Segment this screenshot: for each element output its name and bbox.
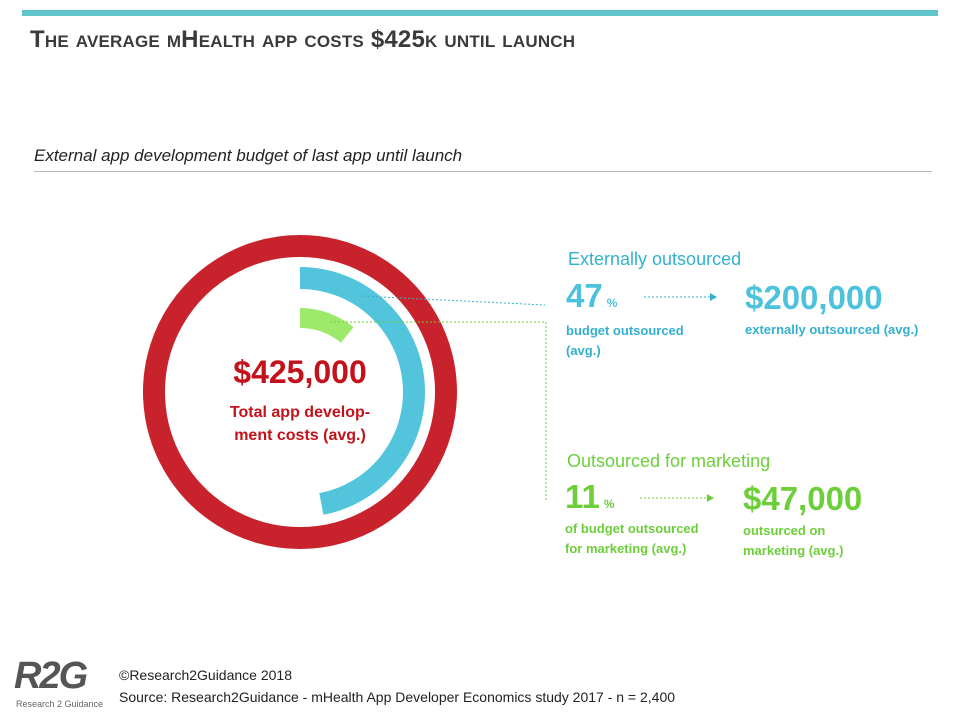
logo-subtext: Research 2 Guidance	[16, 699, 104, 709]
external-percent-label: budget outsourced (avg.)	[566, 321, 726, 361]
marketing-arrow-head	[707, 494, 714, 502]
subtitle-divider	[34, 171, 932, 172]
marketing-amount: $47,000	[743, 480, 863, 517]
external-percent-label-line1: budget outsourced	[566, 323, 684, 338]
external-leader-line	[359, 295, 546, 306]
total-cost-label-line2: ment costs (avg.)	[234, 427, 366, 444]
marketing-amount-label-line1: outsurced on	[743, 523, 826, 538]
marketing-percent-label-line1: of budget outsourced	[565, 521, 699, 536]
total-cost-label: Total app develop- ment costs (avg.)	[180, 401, 420, 447]
marketing-percent: 11%	[565, 478, 615, 516]
marketing-amount-label: outsurced on marketing (avg.)	[743, 521, 893, 561]
donut-slice-marketing	[299, 308, 354, 343]
top-accent-bar	[22, 10, 938, 16]
copyright-text: ©Research2Guidance 2018	[119, 667, 292, 683]
external-percent-label-line2: (avg.)	[566, 343, 601, 358]
external-percent-symbol: %	[606, 296, 618, 310]
donut-chart	[143, 235, 457, 549]
r2g-logo: R2G Research 2 Guidance	[14, 655, 104, 715]
marketing-percent-label: of budget outsourced for marketing (avg.…	[565, 519, 735, 559]
external-heading: Externally outsourced	[568, 249, 742, 269]
marketing-amount-label-line2: marketing (avg.)	[743, 543, 844, 558]
external-amount: $200,000	[745, 279, 883, 316]
chart-subtitle: External app development budget of last …	[34, 146, 463, 165]
marketing-heading: Outsourced for marketing	[567, 451, 771, 471]
external-percent-value: 47	[566, 277, 603, 314]
marketing-percent-value: 11	[565, 478, 600, 515]
total-cost-label-line1: Total app develop-	[229, 404, 371, 421]
external-amount-label: externally outsourced (avg.)	[745, 322, 919, 337]
total-cost-value: $425,000	[233, 354, 367, 390]
logo-mark: R2G	[14, 655, 88, 697]
marketing-percent-symbol: %	[603, 497, 615, 511]
donut-slice-external	[299, 267, 425, 515]
external-percent: 47%	[566, 277, 617, 315]
page-title: The average mHealth app costs $425k unti…	[30, 26, 576, 53]
external-arrow-head	[710, 293, 717, 301]
donut-slice-total	[143, 235, 457, 549]
marketing-percent-label-line2: for marketing (avg.)	[565, 541, 687, 556]
source-text: Source: Research2Guidance - mHealth App …	[119, 689, 676, 705]
